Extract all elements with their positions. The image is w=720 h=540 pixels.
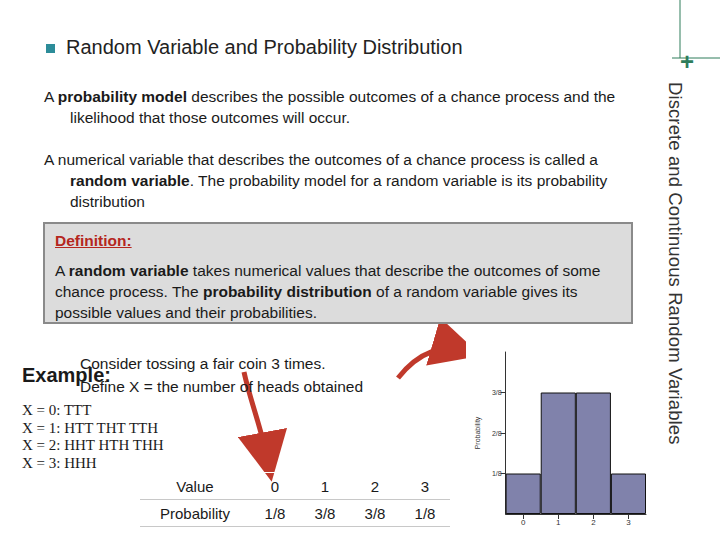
html-text:Discrete and Continuous Random: Discrete and Continuous Random Variables	[665, 82, 686, 445]
html-text:3/8: 3/8	[314, 504, 336, 522]
html-text:Probability: Probability	[160, 504, 230, 522]
html-text:1/8: 1/8	[264, 504, 286, 522]
svg-text:2: 2	[591, 518, 596, 527]
svg-text:3: 3	[626, 518, 631, 527]
html-text:2: 2	[370, 477, 380, 495]
html-text:A numerical variable that desc: A numerical variable that describes the …	[44, 151, 598, 168]
html-text:X = 0: TTT: X = 0: TTT	[22, 402, 92, 418]
svg-text:1: 1	[556, 518, 561, 527]
html-text:A random variable takes numeri: A random variable takes numerical values…	[55, 262, 601, 321]
html-text:Value: Value	[176, 477, 214, 495]
html-text:random variable. The probabili: random variable. The probability model f…	[70, 172, 608, 210]
svg-text:Probability: Probability	[474, 416, 482, 449]
html-text:X = 3: HHH: X = 3: HHH	[22, 454, 97, 471]
html-text:1/8: 1/8	[414, 504, 436, 522]
html-text:0: 0	[270, 477, 280, 495]
svg-text:0: 0	[521, 518, 526, 527]
svg-text:3/8: 3/8	[492, 389, 502, 396]
html-text:Random Variable and Probabilit: Random Variable and Probability Distribu…	[66, 36, 463, 58]
html-text:Definition:: Definition:	[55, 232, 132, 249]
html-text:3: 3	[420, 477, 430, 495]
html-text:Example:: Example:	[22, 364, 111, 386]
html-text:1: 1	[320, 477, 330, 495]
html-text:X = 1: HTT THT TTH: X = 1: HTT THT TTH	[22, 419, 159, 436]
svg-text:1/8: 1/8	[492, 470, 502, 477]
html-text:Consider tossing a fair coin 3: Consider tossing a fair coin 3 times.	[80, 355, 326, 372]
svg-text:2/8: 2/8	[492, 430, 502, 437]
html-text:3/8: 3/8	[364, 504, 386, 522]
html-text:A probability model describes: A probability model describes the possib…	[44, 88, 616, 126]
html-text:Define X = the number of heads: Define X = the number of heads obtained	[80, 378, 364, 395]
html-text:X = 2: HHT HTH THH: X = 2: HHT HTH THH	[22, 437, 164, 453]
